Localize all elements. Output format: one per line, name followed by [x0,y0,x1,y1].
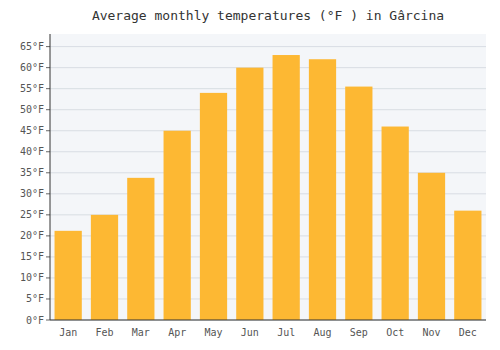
x-tick-label: Dec [459,327,477,338]
bar [382,127,409,320]
x-tick-label: Apr [168,327,186,338]
grid-line [50,109,486,110]
bar [345,87,372,320]
bar [418,173,445,320]
y-tick-label: 55°F [20,83,44,94]
x-tick-label: Aug [313,327,331,338]
tick-mark [46,277,50,278]
tick-mark [46,46,50,47]
grid-line [50,88,486,89]
bar [164,131,191,320]
x-tick-label: Oct [386,327,404,338]
y-tick-label: 60°F [20,62,44,73]
y-tick-label: 30°F [20,188,44,199]
tick-mark [46,67,50,68]
tick-mark [46,320,50,321]
x-axis-line [50,320,486,321]
y-tick-label: 35°F [20,167,44,178]
bar [55,231,82,320]
y-tick-label: 15°F [20,251,44,262]
grid-line [50,67,486,68]
y-axis: 0°F 5°F 10°F 15°F 20°F 25°F 30°F 35°F 40°F 45°F 50… [20,41,486,325]
y-axis-line [50,34,51,320]
y-tick-label: 20°F [20,230,44,241]
title: Average monthly temperatures (°F ) in Gâ… [92,8,444,23]
bar [309,59,336,320]
chart: Average monthly temperatures (°F ) in Gâ… [0,0,500,350]
tick-mark [46,256,50,257]
grid-line [50,320,486,321]
bar [91,215,118,320]
chart-container: Average monthly temperatures (°F ) in Gâ… [0,0,500,350]
grid-line [50,46,486,47]
y-tick-label: 10°F [20,272,44,283]
bar [200,93,227,320]
y-tick-label: 25°F [20,209,44,220]
tick-mark [46,193,50,194]
y-tick-label: 5°F [26,293,44,304]
grid-line [50,151,486,152]
plot-background [50,34,486,320]
x-tick-label: May [204,327,222,338]
bar [273,55,300,320]
y-tick-label: 50°F [20,104,44,115]
bar [127,178,154,320]
bar [454,211,481,320]
y-tick-label: 65°F [20,41,44,52]
tick-mark [46,130,50,131]
tick-mark [46,109,50,110]
x-tick-label: Jan [59,327,77,338]
bar [236,68,263,320]
tick-mark [46,214,50,215]
x-tick-label: Nov [422,327,440,338]
x-tick-label: Mar [132,327,150,338]
y-tick-label: 0°F [26,315,44,326]
y-tick-label: 40°F [20,146,44,157]
x-tick-label: Sep [350,327,368,338]
x-tick-label: Feb [95,327,113,338]
tick-mark [46,235,50,236]
y-tick-label: 45°F [20,125,44,136]
tick-mark [46,88,50,89]
tick-mark [46,172,50,173]
x-axis: Jan Feb Mar Apr May Jun Jul Aug Sep Oct Nov Dec [59,327,477,338]
tick-mark [46,151,50,152]
bars [55,55,482,320]
grid-line [50,130,486,131]
tick-mark [46,298,50,299]
x-tick-label: Jun [241,327,259,338]
x-tick-label: Jul [277,327,295,338]
